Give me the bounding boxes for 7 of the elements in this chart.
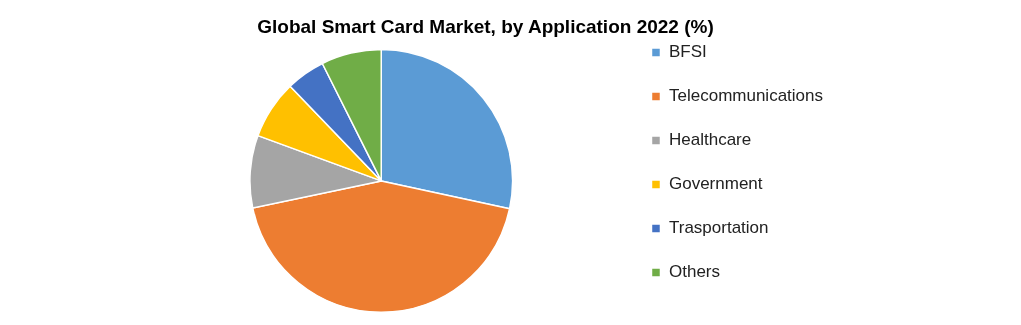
legend-label: BFSI [668, 42, 707, 62]
legend-label: Others [668, 262, 721, 282]
legend-label: Trasportation [668, 218, 769, 238]
legend-label: Telecommunications [668, 86, 823, 106]
chart-title: Global Smart Card Market, by Application 2022 (%) [257, 15, 714, 37]
legend-label: Government [668, 174, 763, 194]
legend-label: Healthcare [668, 130, 752, 150]
